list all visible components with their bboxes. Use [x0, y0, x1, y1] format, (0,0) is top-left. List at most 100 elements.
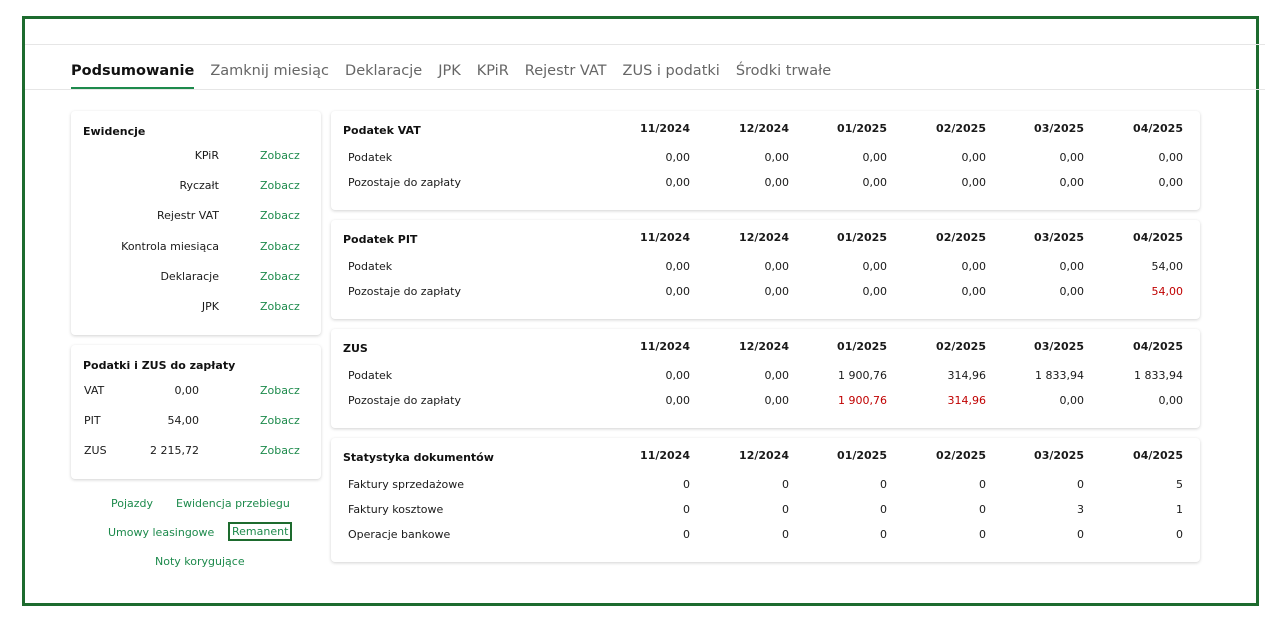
- cell-value: 0,00: [764, 285, 790, 298]
- cell-value: 0: [1077, 528, 1084, 541]
- tab-deklaracje[interactable]: Deklaracje: [345, 63, 423, 79]
- row-label: Podatek: [348, 151, 393, 164]
- zobacz-link[interactable]: Zobacz: [260, 269, 300, 283]
- cell-value: 0,00: [665, 260, 691, 273]
- month-header: 02/2025: [936, 449, 986, 462]
- month-header: 01/2025: [837, 122, 887, 135]
- zobacz-link[interactable]: Zobacz: [260, 444, 300, 457]
- tab-podsumowanie[interactable]: Podsumowanie: [71, 61, 195, 89]
- tab-zus-i-podatki[interactable]: ZUS i podatki: [622, 63, 720, 79]
- cell-value: 0,00: [862, 176, 888, 189]
- summary-card: Statystyka dokumentów 11/2024 12/2024 01/20…: [331, 438, 1200, 562]
- cell-value: 0,00: [764, 176, 790, 189]
- month-header: 04/2025: [1133, 449, 1183, 462]
- month-header: 04/2025: [1133, 122, 1183, 135]
- cell-value: 1 900,76: [838, 369, 887, 382]
- tab-bar: Podsumowanie Zamknij miesiąc Deklaracje …: [71, 61, 847, 89]
- cell-value: 1 833,94: [1134, 369, 1183, 382]
- tab-jpk[interactable]: JPK: [438, 63, 461, 79]
- month-header: 11/2024: [640, 231, 690, 244]
- row-label: Faktury sprzedażowe: [348, 478, 465, 491]
- cell-value: 0,00: [665, 176, 691, 189]
- cell-value: 0: [880, 528, 887, 541]
- cell-value: 0: [880, 503, 887, 516]
- noty-korygujace-link[interactable]: Noty korygujące: [155, 555, 245, 568]
- tax-name: VAT: [84, 384, 105, 397]
- tabs-divider: [25, 89, 1265, 90]
- month-header: 01/2025: [837, 340, 887, 353]
- podatki-title: Podatki i ZUS do zapłaty: [83, 359, 236, 372]
- cell-value: 0,00: [1158, 176, 1184, 189]
- podatki-card: Podatki i ZUS do zapłaty VAT 0,00 Zobacz PI…: [71, 345, 321, 479]
- cell-value: 0,00: [665, 369, 691, 382]
- highlight-frame: [22, 16, 1259, 606]
- cell-value: 0,00: [1059, 151, 1085, 164]
- tax-name: PIT: [84, 414, 101, 427]
- remanent-link[interactable]: Remanent: [228, 522, 293, 541]
- month-header: 04/2025: [1133, 340, 1183, 353]
- ewidencje-title: Ewidencje: [83, 125, 146, 138]
- cell-value: 0,00: [1158, 151, 1184, 164]
- tax-name: ZUS: [84, 444, 107, 457]
- summary-card: ZUS 11/2024 12/2024 01/2025 02/2025 03/2025 04…: [331, 329, 1200, 428]
- cell-value: 0,00: [764, 394, 790, 407]
- cell-value: 3: [1077, 503, 1084, 516]
- cell-value: 0,00: [961, 151, 987, 164]
- zobacz-link[interactable]: Zobacz: [260, 239, 300, 253]
- row-label: Faktury kosztowe: [348, 503, 444, 516]
- cell-value: 0,00: [665, 394, 691, 407]
- month-header: 03/2025: [1034, 449, 1084, 462]
- row-label: Podatek: [348, 369, 393, 382]
- cell-value: 0,00: [862, 285, 888, 298]
- zobacz-link[interactable]: Zobacz: [260, 149, 300, 162]
- month-header: 11/2024: [640, 340, 690, 353]
- month-header: 12/2024: [739, 340, 789, 353]
- zobacz-link[interactable]: Zobacz: [260, 414, 300, 427]
- zobacz-link[interactable]: Zobacz: [260, 179, 300, 193]
- zobacz-link[interactable]: Zobacz: [260, 384, 300, 397]
- row-label: Pozostaje do zapłaty: [348, 176, 461, 189]
- cell-value: 0,00: [961, 260, 987, 273]
- zobacz-link[interactable]: Zobacz: [260, 209, 300, 223]
- month-header: 02/2025: [936, 122, 986, 135]
- cell-value: 0: [979, 528, 986, 541]
- tax-value: 54,00: [167, 414, 200, 427]
- cell-value: 0,00: [862, 260, 888, 273]
- section-title: ZUS: [343, 342, 368, 355]
- zobacz-link[interactable]: Zobacz: [260, 300, 300, 313]
- pojazdy-link[interactable]: Pojazdy: [111, 497, 154, 510]
- section-title: Podatek VAT: [343, 124, 421, 137]
- month-header: 02/2025: [936, 231, 986, 244]
- month-header: 12/2024: [739, 122, 789, 135]
- cell-value: 0,00: [1059, 394, 1085, 407]
- tab-srodki-trwale[interactable]: Środki trwałe: [735, 63, 832, 79]
- ewidencje-label: Ryczałt: [179, 179, 219, 193]
- cell-value: 54,00: [1151, 260, 1184, 273]
- umowy-leasingowe-link[interactable]: Umowy leasingowe: [108, 526, 215, 539]
- cell-value: 314,96: [947, 394, 987, 407]
- cell-value: 0: [683, 478, 690, 491]
- cell-value: 0: [979, 503, 986, 516]
- row-label: Podatek: [348, 260, 393, 273]
- cell-value: 1 900,76: [838, 394, 887, 407]
- cell-value: 0: [979, 478, 986, 491]
- month-header: 03/2025: [1034, 340, 1084, 353]
- cell-value: 54,00: [1151, 285, 1184, 298]
- ewidencje-card: Ewidencje KPiR Zobacz Ryczałt Zobacz Rejestr…: [71, 111, 321, 335]
- tax-value: 2 215,72: [150, 444, 199, 457]
- tab-zamknij-miesiac[interactable]: Zamknij miesiąc: [210, 63, 330, 79]
- cell-value: 0: [1176, 528, 1183, 541]
- tab-rejestr-vat[interactable]: Rejestr VAT: [524, 63, 607, 79]
- cell-value: 0,00: [665, 285, 691, 298]
- cell-value: 0,00: [1059, 176, 1085, 189]
- month-header: 11/2024: [640, 449, 690, 462]
- month-header: 02/2025: [936, 340, 986, 353]
- row-label: Operacje bankowe: [348, 528, 451, 541]
- cell-value: 0,00: [961, 176, 987, 189]
- tab-kpir[interactable]: KPiR: [476, 63, 509, 79]
- ewidencja-przebiegu-link[interactable]: Ewidencja przebiegu: [176, 497, 290, 510]
- cell-value: 0: [782, 528, 789, 541]
- cell-value: 0,00: [862, 151, 888, 164]
- month-header: 03/2025: [1034, 231, 1084, 244]
- cell-value: 0,00: [764, 369, 790, 382]
